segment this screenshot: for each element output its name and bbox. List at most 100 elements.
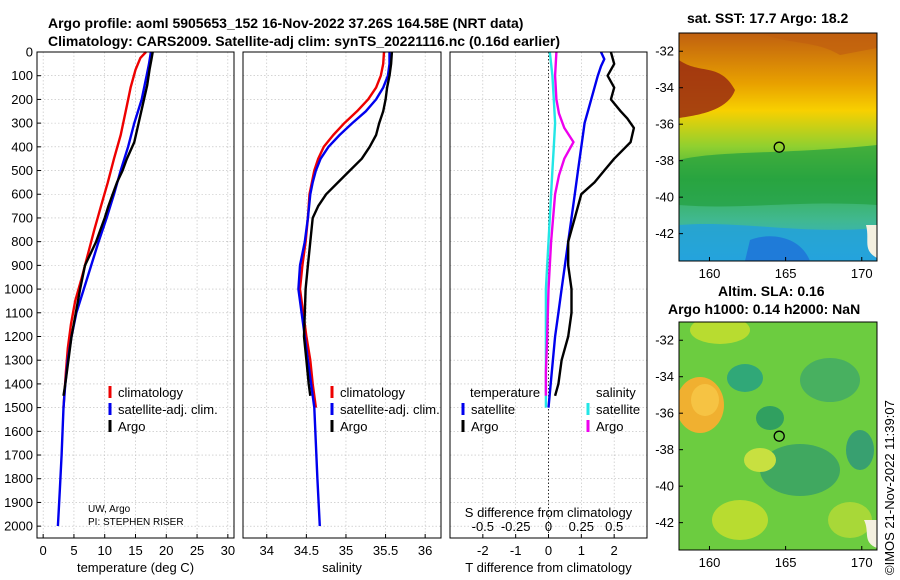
argo-location-marker [773, 430, 785, 442]
secondary-tick-label: 0.25 [569, 519, 594, 534]
temperature-legend: climatology satellite-adj. clim. Argo [108, 385, 218, 434]
figure-title-line2: Climatology: CARS2009. Satellite-adj cli… [48, 33, 561, 49]
map-x-tick-label: 165 [775, 555, 797, 570]
y-tick-label: 0 [26, 45, 33, 60]
x-tick-label: 5 [70, 543, 77, 558]
secondary-axis-label: S difference from climatology [465, 505, 633, 520]
map-x-tick-label: 160 [699, 555, 721, 570]
sla-map-title-line1: Altim. SLA: 0.16 [718, 283, 825, 299]
x-axis-label: temperature (deg C) [77, 560, 194, 575]
y-tick-label: 2000 [4, 519, 33, 534]
diff-legend: temperature satellite Argo salinity satellit… [461, 385, 640, 434]
x-tick-label: 10 [97, 543, 111, 558]
map-y-tick-label: -38 [655, 442, 674, 457]
sst-map-title: sat. SST: 17.7 Argo: 18.2 [687, 10, 849, 26]
legend-label: climatology [340, 385, 406, 400]
y-tick-label: 200 [11, 92, 33, 107]
x-tick-label: 0 [40, 543, 47, 558]
y-tick-label: 1300 [4, 353, 33, 368]
salinity-legend: climatology satellite-adj. clim. Argo [330, 385, 440, 434]
map-x-tick-label: 170 [851, 555, 873, 570]
secondary-tick-label: -0.25 [501, 519, 531, 534]
sla-map-patches [679, 322, 877, 548]
legend-label: Argo [596, 419, 623, 434]
legend-label: Argo [471, 419, 498, 434]
y-tick-label: 1000 [4, 282, 33, 297]
map-y-tick-label: -40 [655, 190, 674, 205]
salinity-panel: 34 34.5 35 35.5 36 salinity climatology satelli… [242, 51, 442, 575]
difference-panel: -2 -1 0 1 2 T difference from climatology -0.5… [449, 51, 648, 575]
series-line-satellite-adj-clim- [56, 51, 153, 527]
y-tick-label: 400 [11, 139, 33, 154]
pi-text: PI: STEPHEN RISER [88, 517, 184, 528]
map-y-tick-label: -36 [655, 117, 674, 132]
legend-title-temperature: temperature [470, 385, 540, 400]
plot-frame [242, 51, 442, 539]
sst-map: 160 165 170 -32 -34 -36 -38 -40 -42 [655, 32, 878, 281]
legend-label: climatology [118, 385, 184, 400]
map-y-tick-label: -34 [655, 80, 674, 95]
secondary-tick-label: -0.5 [472, 519, 494, 534]
series-line-satellite-adj-clim- [297, 52, 391, 527]
y-tick-label: 800 [11, 234, 33, 249]
y-tick-label: 500 [11, 163, 33, 178]
map-y-tick-label: -40 [655, 479, 674, 494]
map-y-tick-label: -32 [655, 333, 674, 348]
y-tick-label: 1200 [4, 329, 33, 344]
sla-map-axes: 160 165 170 -32 -34 -36 -38 -40 -42 [655, 333, 872, 570]
secondary-tick-label: 0 [545, 519, 552, 534]
legend-label: Argo [340, 419, 367, 434]
x-tick-label: 25 [190, 543, 204, 558]
x-tick-label: 34 [260, 543, 274, 558]
series-line-salinity-satellite [544, 51, 557, 408]
legend-label: satellite-adj. clim. [340, 402, 440, 417]
x-tick-label: 30 [221, 543, 235, 558]
y-tick-label: 1400 [4, 376, 33, 391]
legend-label: Argo [118, 419, 145, 434]
legend-title-salinity: salinity [596, 385, 636, 400]
map-y-tick-label: -38 [655, 153, 674, 168]
legend-label: satellite-adj. clim. [118, 402, 218, 417]
map-x-tick-label: 160 [699, 266, 721, 281]
x-tick-label: 0 [545, 543, 552, 558]
x-tick-label: -2 [477, 543, 489, 558]
map-y-tick-label: -32 [655, 44, 674, 59]
map-x-tick-label: 170 [851, 266, 873, 281]
x-axis-label: T difference from climatology [465, 560, 632, 575]
y-tick-label: 1800 [4, 471, 33, 486]
legend-label: satellite [471, 402, 515, 417]
x-tick-label: 36 [418, 543, 432, 558]
y-tick-label: 300 [11, 116, 33, 131]
sst-map-axes: 160 165 170 -32 -34 -36 -38 -40 -42 [655, 44, 872, 281]
x-tick-label: -1 [510, 543, 522, 558]
map-y-tick-label: -42 [655, 226, 674, 241]
figure-title-line1: Argo profile: aoml 5905653_152 16-Nov-20… [48, 15, 524, 31]
sla-map-title-line2: Argo h1000: 0.14 h2000: NaN [668, 301, 861, 317]
x-tick-label: 34.5 [294, 543, 319, 558]
series-line-temperature-argo [553, 51, 636, 397]
x-tick-label: 15 [128, 543, 142, 558]
argo-location-marker [773, 141, 785, 153]
x-tick-label: 35.5 [373, 543, 398, 558]
sst-map-frame [678, 32, 878, 262]
temperature-panel: 0100200300400500600700800900100011001200… [4, 45, 235, 576]
series-line-argo [62, 51, 154, 396]
y-tick-label: 1500 [4, 400, 33, 415]
x-tick-label: 2 [611, 543, 618, 558]
x-tick-label: 1 [578, 543, 585, 558]
y-tick-label: 1900 [4, 495, 33, 510]
series-line-argo [302, 51, 394, 396]
map-y-tick-label: -36 [655, 406, 674, 421]
y-tick-label: 700 [11, 210, 33, 225]
legend-label: satellite [596, 402, 640, 417]
series-line-temperature-satellite [547, 51, 606, 408]
sla-map-frame [678, 321, 878, 551]
y-tick-label: 100 [11, 68, 33, 83]
y-tick-label: 1700 [4, 448, 33, 463]
y-tick-label: 1100 [5, 305, 33, 320]
map-y-tick-label: -34 [655, 369, 674, 384]
y-tick-label: 600 [11, 187, 33, 202]
x-axis-label: salinity [322, 560, 362, 575]
x-tick-label: 20 [159, 543, 173, 558]
